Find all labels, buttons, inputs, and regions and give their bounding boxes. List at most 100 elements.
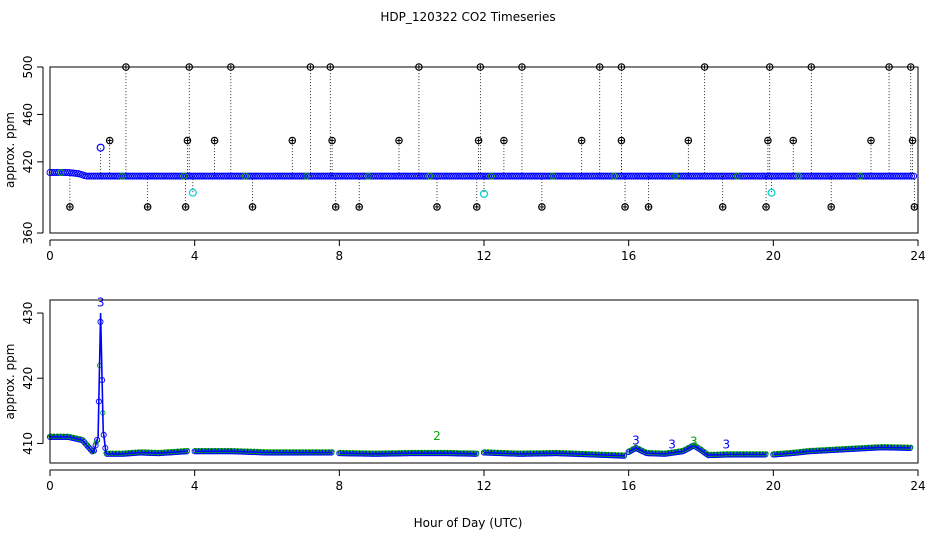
bottom-data-point [184, 447, 191, 454]
top-outlier-low [248, 203, 257, 211]
bottom-data-point [293, 449, 299, 455]
top-data-point [573, 172, 581, 180]
top-data-point [840, 172, 848, 180]
top-data-point [303, 172, 311, 180]
top-data-point [491, 172, 499, 180]
top-data-point [176, 172, 184, 180]
top-data-point [829, 172, 837, 180]
top-data-point [372, 172, 379, 180]
top-data-point [118, 172, 126, 180]
top-data-point [777, 172, 785, 180]
top-data-point [508, 172, 516, 180]
bottom-series-line [339, 452, 477, 455]
top-outlier-low [621, 203, 629, 211]
top-data-point [382, 172, 390, 180]
top-data-point [198, 172, 206, 180]
top-data-point [141, 172, 149, 180]
top-data-point [285, 172, 293, 180]
top-data-point [380, 172, 388, 180]
top-data-point [712, 172, 720, 180]
top-data-point [434, 172, 442, 180]
top-data-point [276, 172, 284, 180]
bottom-data-point [306, 449, 312, 455]
top-data-point [369, 172, 377, 180]
bottom-series-line [773, 446, 911, 456]
top-data-point [636, 172, 644, 180]
top-data-point [580, 172, 588, 180]
top-data-point [415, 172, 423, 180]
top-data-point [723, 172, 731, 180]
top-data-point [571, 172, 579, 180]
top-data-point [782, 172, 790, 180]
top-data-point [441, 172, 449, 180]
top-data-point [556, 172, 564, 180]
top-data-point [897, 172, 905, 180]
top-data-point [790, 172, 798, 180]
top-data-point [428, 172, 436, 180]
top-data-point [406, 172, 414, 180]
top-data-point [699, 172, 707, 180]
bottom-plot-frame [49, 299, 919, 464]
top-data-point [230, 172, 238, 180]
top-data-point [649, 172, 657, 180]
top-data-point [319, 172, 327, 180]
top-special-point [767, 188, 776, 197]
bottom-data-point [202, 447, 208, 454]
top-data-point [185, 172, 193, 180]
top-outlier-low [538, 203, 546, 211]
top-panel-data [46, 63, 919, 211]
top-data-point [888, 172, 896, 180]
top-data-point [339, 172, 347, 180]
top-x-tick-label: 16 [621, 249, 636, 263]
top-data-point [157, 172, 165, 180]
top-data-point [391, 172, 399, 180]
top-data-point [621, 172, 629, 180]
top-data-point [552, 172, 560, 180]
top-data-point [228, 172, 236, 180]
top-data-point [398, 172, 406, 180]
top-data-point [330, 172, 338, 180]
top-data-point [751, 172, 759, 180]
top-data-point [165, 172, 173, 180]
top-outlier-mid [288, 136, 297, 145]
top-data-point [786, 172, 794, 180]
top-data-point [111, 172, 119, 180]
top-data-point [196, 172, 204, 180]
top-data-point [645, 172, 653, 180]
top-outlier-mid [395, 136, 403, 145]
top-data-point [810, 172, 818, 180]
top-data-point [335, 172, 343, 180]
top-data-point [740, 172, 748, 180]
bottom-annotation: 3 [632, 434, 640, 448]
bottom-x-tick-label: 12 [476, 479, 491, 493]
top-data-point [385, 172, 393, 180]
top-data-point [554, 172, 562, 180]
top-data-point [701, 172, 709, 180]
top-data-point [788, 172, 796, 180]
top-data-point [83, 172, 91, 180]
top-data-point [733, 172, 741, 180]
top-data-point [769, 172, 777, 180]
top-data-point [907, 172, 915, 180]
top-data-point [725, 172, 733, 180]
bottom-panel-axes: 0 4 8 12 16 20 24 410 420 430 [21, 302, 926, 493]
top-outlier-mid [617, 136, 626, 145]
top-data-point [263, 172, 271, 180]
top-data-point [424, 172, 432, 180]
top-data-point [293, 172, 301, 180]
top-data-point [745, 172, 753, 180]
bottom-data-point [277, 449, 283, 455]
top-data-point [604, 172, 612, 180]
top-data-point [367, 172, 375, 180]
top-data-point [619, 172, 627, 180]
top-data-point [417, 172, 425, 180]
top-data-point [48, 169, 56, 177]
top-data-point [298, 172, 306, 180]
top-data-point [265, 172, 273, 180]
top-data-point [593, 172, 601, 180]
top-special-point [480, 189, 489, 198]
top-data-point [662, 172, 670, 180]
top-data-point [191, 172, 199, 180]
top-data-point [473, 172, 481, 180]
top-data-point [252, 172, 260, 180]
